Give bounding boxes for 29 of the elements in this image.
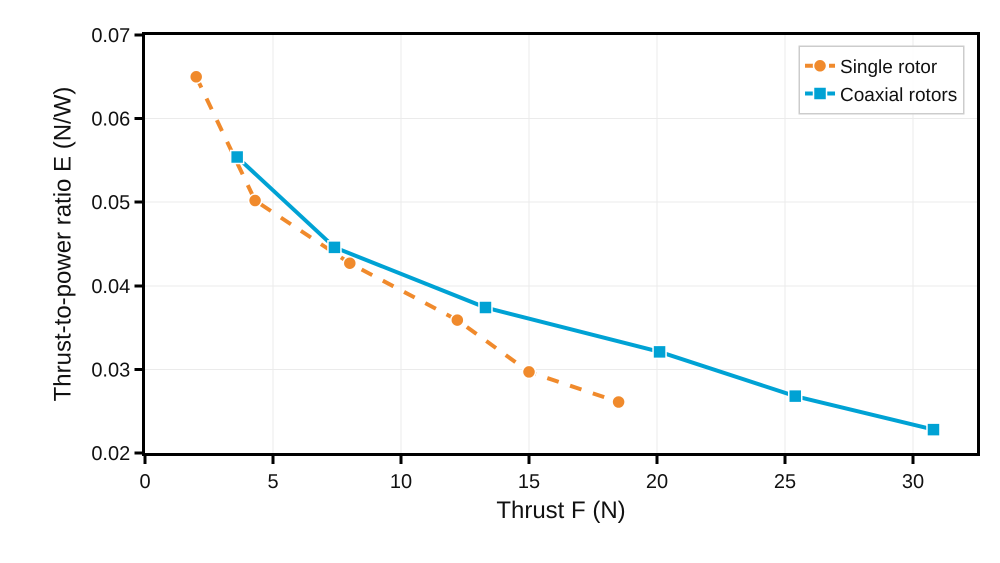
point bbox=[230, 150, 244, 164]
point bbox=[327, 240, 342, 255]
y-tick-label: 0.04 bbox=[91, 276, 130, 298]
point bbox=[788, 388, 802, 404]
point bbox=[522, 364, 536, 380]
point bbox=[926, 422, 941, 437]
y-axis-title: Thrust-to-power ratio E (N/W) bbox=[49, 86, 76, 402]
point bbox=[652, 344, 667, 360]
point bbox=[248, 193, 262, 208]
legend-label: Coaxial rotors bbox=[840, 84, 958, 106]
y-tick-label: 0.02 bbox=[91, 443, 130, 465]
point bbox=[611, 394, 626, 410]
y-tick-label: 0.06 bbox=[91, 108, 130, 131]
point bbox=[478, 300, 493, 315]
x-tick-label: 5 bbox=[267, 470, 279, 493]
y-tick-label: 0.07 bbox=[91, 25, 130, 47]
x-tick-label: 30 bbox=[902, 470, 924, 493]
point bbox=[342, 256, 358, 270]
point bbox=[188, 70, 204, 84]
x-axis-title: Thrust F (N) bbox=[496, 497, 626, 524]
x-tick-label: 0 bbox=[139, 470, 151, 493]
y-tick-label: 0.05 bbox=[91, 192, 130, 214]
x-tick-label: 20 bbox=[646, 470, 668, 493]
x-tick-label: 15 bbox=[518, 470, 540, 493]
y-tick-label: 0.03 bbox=[91, 359, 130, 382]
legend-label: Single rotor bbox=[840, 57, 938, 78]
x-tick-label: 10 bbox=[390, 470, 412, 493]
point bbox=[450, 312, 465, 328]
x-tick-label: 25 bbox=[774, 470, 796, 493]
